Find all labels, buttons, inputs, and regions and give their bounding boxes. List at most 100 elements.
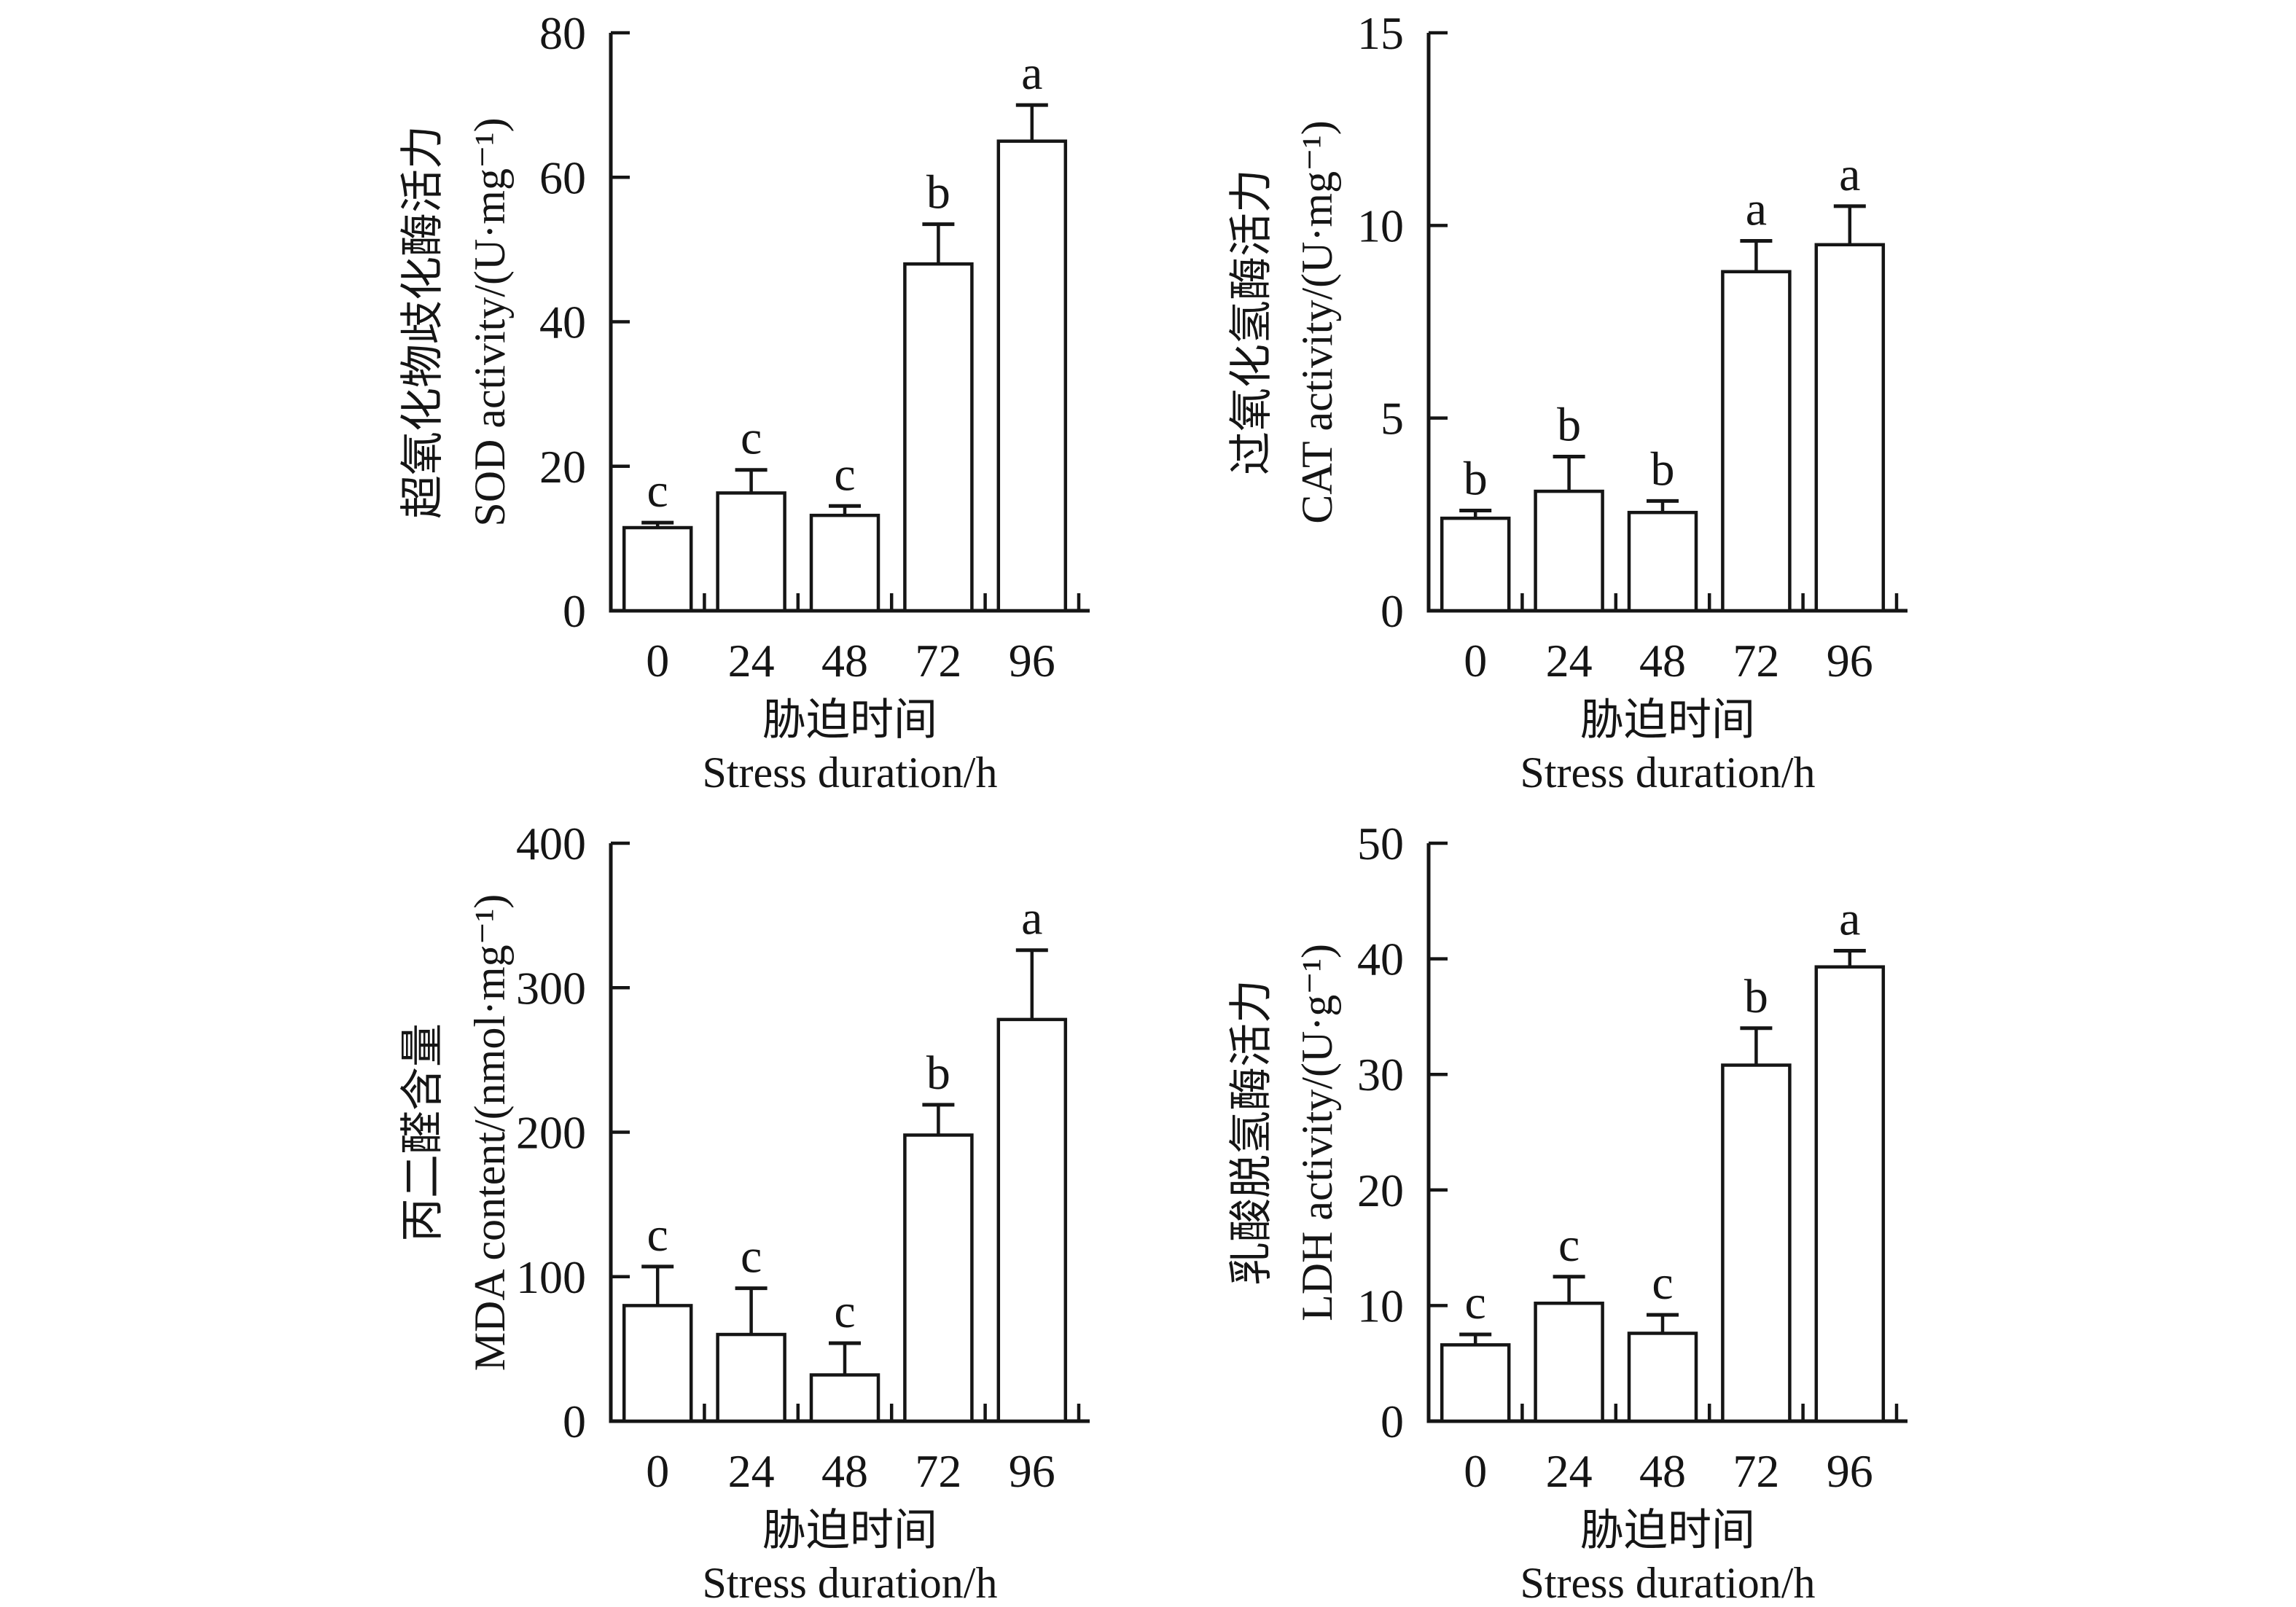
x-tick-label: 72 <box>1733 635 1779 687</box>
bar <box>809 513 880 613</box>
y-tick-label: 60 <box>539 152 586 203</box>
cat-x-axis-label-english: Stress duration/h <box>1520 748 1816 797</box>
y-tick-label: 30 <box>1357 1049 1404 1100</box>
significance-letter: a <box>1839 148 1860 201</box>
significance-letter: c <box>1558 1219 1580 1272</box>
y-tick-label: 20 <box>539 441 586 493</box>
bar <box>1627 510 1698 613</box>
bar <box>1814 243 1886 613</box>
y-tick-label: 40 <box>539 297 586 348</box>
significance-letter: a <box>1021 892 1042 945</box>
sod-x-axis-label-english: Stress duration/h <box>703 748 998 797</box>
ldh-y-axis-label-chinese: 乳酸脱氢酶活力 <box>1227 980 1276 1286</box>
cat-bar-chart: 0 5 10 15 b 0 b 24 b 48 a 72 a 96 过氧化氢酶活力 CAT activit… <box>1227 7 1908 797</box>
cat-y-axis-label-english: CAT activity/(U·mg⁻¹) <box>1293 120 1341 523</box>
mda-plot-area: 0 100 200 300 400 c 0 c 24 c 48 b 72 a 96 <box>516 818 1090 1497</box>
significance-letter: c <box>834 447 855 501</box>
cat-y-axis-label-chinese: 过氧化氢酶活力 <box>1227 169 1276 475</box>
significance-letter: a <box>1839 892 1860 945</box>
significance-letter: b <box>1744 970 1768 1023</box>
bar <box>1534 489 1604 613</box>
x-tick-label: 48 <box>821 635 868 687</box>
x-tick-label: 96 <box>1009 1445 1055 1497</box>
y-tick-label: 200 <box>516 1107 586 1159</box>
ldh-bar-chart: 0 10 20 30 40 50 c 0 c 24 c 48 b 72 a 96 乳酸脱氢酶活力 LDH ac… <box>1227 818 1908 1607</box>
x-tick-label: 24 <box>728 635 775 687</box>
y-tick-label: 80 <box>539 7 586 59</box>
ldh-y-axis-label-english: LDH activity/(U·g⁻¹) <box>1293 944 1341 1321</box>
bar <box>1534 1301 1604 1423</box>
bar <box>622 525 693 613</box>
y-tick-label: 5 <box>1381 393 1404 445</box>
significance-letter: c <box>834 1285 855 1338</box>
y-tick-label: 100 <box>516 1251 586 1303</box>
significance-letter: b <box>1651 442 1675 496</box>
cat-x-axis-label-chinese: 胁迫时间 <box>1580 696 1755 744</box>
x-tick-label: 0 <box>1464 1445 1487 1497</box>
mda-y-axis-label-english: MDA content/(nmol·mg⁻¹) <box>466 894 514 1372</box>
bar <box>1721 1063 1792 1423</box>
significance-letter: a <box>1746 182 1767 235</box>
mda-x-axis-label-chinese: 胁迫时间 <box>762 1506 937 1555</box>
bar <box>809 1373 880 1423</box>
significance-letter: c <box>647 1208 668 1262</box>
x-tick-label: 24 <box>728 1445 775 1497</box>
bar <box>622 1304 693 1423</box>
y-tick-label: 10 <box>1357 1280 1404 1332</box>
bar <box>996 139 1068 613</box>
mda-y-axis-label-chinese: 丙二醛含量 <box>399 1023 447 1242</box>
significance-letter: b <box>926 166 950 219</box>
y-tick-label: 10 <box>1357 200 1404 251</box>
bar <box>1440 1343 1511 1423</box>
bar <box>996 1017 1068 1423</box>
significance-letter: b <box>1464 453 1488 506</box>
bar <box>1814 965 1886 1423</box>
x-tick-label: 96 <box>1827 1445 1873 1497</box>
bar <box>716 491 786 613</box>
ldh-x-axis-label-chinese: 胁迫时间 <box>1580 1506 1755 1555</box>
y-tick-label: 0 <box>563 585 586 637</box>
y-tick-label: 40 <box>1357 934 1404 985</box>
x-tick-label: 72 <box>1733 1445 1779 1497</box>
x-tick-label: 48 <box>1639 635 1686 687</box>
x-tick-label: 96 <box>1009 635 1055 687</box>
significance-letter: c <box>741 1230 762 1283</box>
significance-letter: c <box>741 412 762 465</box>
y-tick-label: 50 <box>1357 818 1404 869</box>
x-tick-label: 96 <box>1827 635 1873 687</box>
ldh-x-axis-label-english: Stress duration/h <box>1520 1559 1816 1607</box>
x-tick-label: 0 <box>646 635 669 687</box>
bar <box>1627 1332 1698 1423</box>
cat-plot-area: 0 5 10 15 b 0 b 24 b 48 a 72 a 96 <box>1357 7 1908 687</box>
mda-bar-chart: 0 100 200 300 400 c 0 c 24 c 48 b 72 a 96 丙二醛含量 MDA co… <box>399 818 1090 1607</box>
y-tick-label: 0 <box>1381 1396 1404 1447</box>
x-tick-label: 48 <box>1639 1445 1686 1497</box>
sod-x-axis-label-chinese: 胁迫时间 <box>762 696 937 744</box>
significance-letter: c <box>647 464 668 517</box>
y-tick-label: 15 <box>1357 7 1404 59</box>
ldh-plot-area: 0 10 20 30 40 50 c 0 c 24 c 48 b 72 a 96 <box>1357 818 1908 1497</box>
y-tick-label: 20 <box>1357 1165 1404 1216</box>
sod-plot-area: 0 20 40 60 80 c 0 c 24 c 48 b 72 a 96 <box>539 7 1090 687</box>
bar <box>1440 516 1511 613</box>
y-tick-label: 0 <box>563 1396 586 1447</box>
x-tick-label: 72 <box>915 1445 961 1497</box>
x-tick-label: 24 <box>1546 635 1593 687</box>
x-tick-label: 48 <box>821 1445 868 1497</box>
x-tick-label: 0 <box>646 1445 669 1497</box>
sod-y-axis-label-chinese: 超氧化物歧化酶活力 <box>399 125 447 519</box>
y-tick-label: 400 <box>516 818 586 869</box>
bar <box>1721 270 1792 613</box>
x-tick-label: 72 <box>915 635 961 687</box>
y-tick-label: 300 <box>516 962 586 1014</box>
significance-letter: b <box>926 1047 950 1100</box>
sod-y-axis-label-english: SOD activity/(U·mg⁻¹) <box>466 117 514 526</box>
sod-bar-chart: 0 20 40 60 80 c 0 c 24 c 48 b 72 a 96 超氧化物歧化酶活力 SOD ac… <box>399 7 1090 797</box>
bar <box>903 262 974 613</box>
bar <box>716 1332 786 1423</box>
significance-letter: c <box>1652 1256 1673 1310</box>
y-tick-label: 0 <box>1381 585 1404 637</box>
significance-letter: c <box>1465 1276 1486 1329</box>
bar <box>903 1133 974 1423</box>
